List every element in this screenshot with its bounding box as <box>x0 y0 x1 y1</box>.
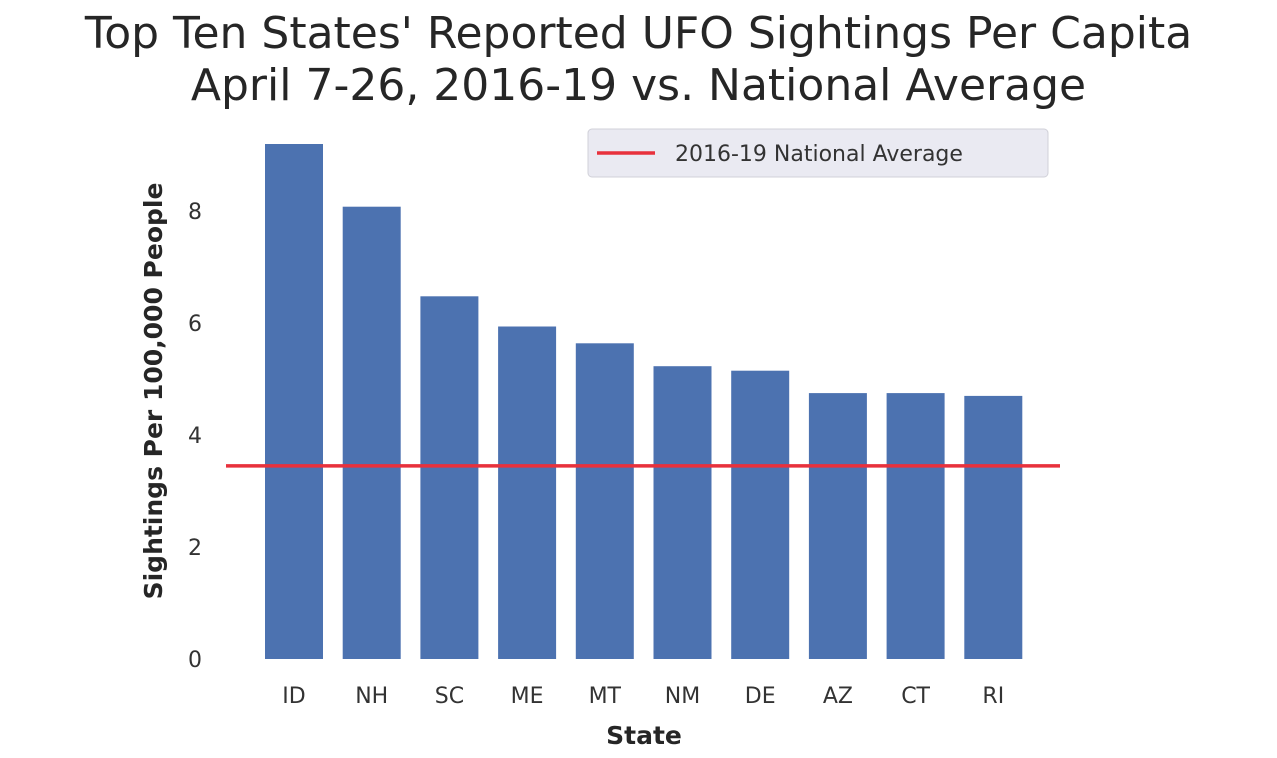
bar-ct <box>886 393 945 659</box>
bar-mt <box>575 343 634 659</box>
y-tick-labels: 0 2 4 6 8 <box>188 200 202 673</box>
chart-title-line-1: Top Ten States' Reported UFO Sightings P… <box>84 8 1193 59</box>
x-tick-label: NM <box>665 684 700 709</box>
x-tick-label: NH <box>355 684 388 709</box>
x-tick-label: SC <box>435 684 464 709</box>
bar-az <box>808 393 867 659</box>
bars-group <box>265 144 1023 659</box>
bar-me <box>498 326 557 659</box>
chart-title-line-2: April 7-26, 2016-19 vs. National Average <box>190 60 1087 111</box>
x-tick-label: CT <box>901 684 930 709</box>
x-tick-label: ME <box>511 684 544 709</box>
bar-de <box>731 370 790 659</box>
y-tick-label: 4 <box>188 424 202 449</box>
y-tick-label: 8 <box>188 200 202 225</box>
x-tick-label: MT <box>589 684 622 709</box>
legend-box <box>587 128 1049 178</box>
legend: 2016-19 National Average <box>587 128 1049 178</box>
bar-nh <box>342 206 401 659</box>
bar-ri <box>964 395 1023 659</box>
x-tick-label: DE <box>745 684 776 709</box>
bar-id <box>265 144 323 659</box>
y-axis-label: Sightings Per 100,000 People <box>139 183 168 600</box>
x-tick-label: AZ <box>823 684 853 709</box>
legend-label: 2016-19 National Average <box>675 142 963 167</box>
bar-nm <box>653 366 712 659</box>
y-tick-label: 6 <box>188 312 202 337</box>
x-axis-label: State <box>606 721 682 750</box>
y-tick-label: 2 <box>188 536 202 561</box>
x-tick-label: RI <box>982 684 1004 709</box>
bar-sc <box>420 296 479 659</box>
x-tick-labels: ID NH SC ME MT NM DE AZ CT RI <box>282 684 1004 709</box>
x-tick-label: ID <box>282 684 305 709</box>
y-tick-label: 0 <box>188 648 202 673</box>
